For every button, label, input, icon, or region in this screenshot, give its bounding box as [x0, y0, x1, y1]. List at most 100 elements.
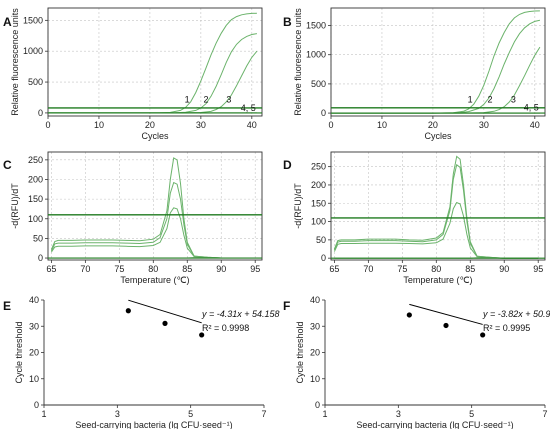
y-tick-label: 100: [28, 214, 43, 224]
y-tick-label: 0: [38, 108, 43, 118]
series-group: [48, 12, 262, 114]
x-tick-label: 40: [530, 120, 540, 130]
r-squared: R² = 0.9998: [202, 323, 249, 333]
panel-label-e: E: [3, 299, 11, 313]
panel-d: D 65 70 75 80 85 90 95 0 50 100 150 200 250 Temperatur…: [283, 151, 546, 285]
x-tick-label: 85: [465, 264, 475, 274]
curve-label: 4, 5: [524, 103, 539, 113]
x-axis-title: Cycles: [141, 131, 169, 141]
y-tick-label: 40: [29, 295, 39, 305]
x-tick-label: 1: [41, 409, 46, 419]
x-tick-label: 7: [261, 409, 266, 419]
y-tick-label: 50: [316, 235, 326, 245]
panel-label-a: A: [3, 15, 12, 29]
y-tick-label: 10: [310, 374, 320, 384]
series-group: [331, 10, 545, 114]
x-tick-label: 20: [428, 120, 438, 130]
x-tick-label: 5: [188, 409, 193, 419]
fit-line: [128, 299, 202, 324]
x-tick-label: 90: [216, 264, 226, 274]
panel-f: F 1 3 5 7 0 10 20 30 40 Seed-carrying bacteria (lg…: [283, 295, 550, 429]
y-tick-label: 30: [310, 321, 320, 331]
y-tick-label: 0: [34, 400, 39, 410]
series-line-3: [50, 207, 256, 259]
panel-c: C 65 70 75 80 85 90 95 0 50 100 150 200 250 Temperatur…: [3, 151, 263, 285]
data-point: [480, 332, 486, 338]
data-point: [125, 308, 131, 314]
x-tick-label: 20: [145, 120, 155, 130]
curve-label: 2: [203, 94, 208, 104]
y-tick-label: 0: [315, 400, 320, 410]
x-tick-label: 1: [322, 409, 327, 419]
series-line-3: [331, 46, 541, 114]
x-tick-label: 70: [80, 264, 90, 274]
panel-label-f: F: [283, 299, 290, 313]
y-axis-title: -d(RFU)/dT: [10, 183, 20, 229]
y-tick-label: 40: [310, 295, 320, 305]
x-tick-label: 70: [363, 264, 373, 274]
series-line-1: [331, 10, 540, 114]
series-line-3: [333, 201, 539, 259]
fit-equation: y = -4.31x + 54.158: [201, 309, 280, 319]
y-tick-label: 0: [38, 253, 43, 263]
x-tick-label: 65: [46, 264, 56, 274]
x-tick-label: 30: [196, 120, 206, 130]
data-point: [199, 332, 205, 338]
y-tick-label: 1500: [23, 15, 43, 25]
y-tick-label: 50: [33, 233, 43, 243]
y-axis-title: Cycle threshold: [14, 321, 24, 383]
y-tick-label: 0: [321, 108, 326, 118]
y-axis-title: Cycle threshold: [295, 321, 305, 383]
panel-label-c: C: [3, 158, 12, 172]
x-tick-label: 3: [115, 409, 120, 419]
x-tick-label: 40: [247, 120, 257, 130]
x-tick-label: 3: [396, 409, 401, 419]
x-tick-label: 65: [329, 264, 339, 274]
y-tick-label: 1000: [306, 50, 326, 60]
panel-label-d: D: [283, 158, 292, 172]
panel-e: E 1 3 5 7 0 10 20 30 40 Seed-carrying bacteria (lg…: [3, 295, 280, 429]
panel-b: B 0 10 20 30 40 0 500 1000 1500 Cycles Relative flu…: [283, 7, 546, 141]
curve-label: 1: [185, 94, 190, 104]
fit-equation: y = -3.82x + 50.93: [482, 309, 550, 319]
y-axis-title: -d(RFU)/dT: [293, 183, 303, 229]
y-tick-label: 150: [311, 198, 326, 208]
y-tick-label: 0: [321, 253, 326, 263]
x-tick-label: 80: [431, 264, 441, 274]
plot-frame: [330, 151, 546, 261]
series-line-2: [331, 19, 541, 114]
y-tick-label: 1500: [306, 21, 326, 31]
panel-a: A 0 10 20 30 40 0 500 1000 1500 Cycles Relative flu…: [3, 7, 263, 141]
data-point: [162, 320, 168, 326]
y-tick-label: 250: [311, 162, 326, 172]
x-tick-label: 5: [469, 409, 474, 419]
y-tick-label: 30: [29, 321, 39, 331]
series-group: [48, 157, 262, 259]
y-tick-label: 200: [311, 180, 326, 190]
curve-label: 3: [226, 94, 231, 104]
x-axis-title: Temperature (℃): [403, 275, 472, 285]
y-tick-label: 20: [29, 348, 39, 358]
y-tick-label: 20: [310, 348, 320, 358]
x-axis-title: Seed-carrying bacteria (lg CFU·seed⁻¹): [75, 420, 232, 429]
y-tick-label: 1000: [23, 46, 43, 56]
x-tick-label: 10: [377, 120, 387, 130]
fit-line: [409, 303, 483, 325]
x-tick-label: 90: [499, 264, 509, 274]
x-axis-title: Seed-carrying bacteria (lg CFU·seed⁻¹): [356, 420, 513, 429]
x-tick-label: 10: [94, 120, 104, 130]
curve-label: 3: [511, 95, 516, 105]
x-tick-label: 75: [397, 264, 407, 274]
x-tick-label: 75: [114, 264, 124, 274]
curve-label: 2: [487, 95, 492, 105]
series-group: [331, 155, 545, 259]
x-tick-label: 0: [328, 120, 333, 130]
data-point: [406, 312, 412, 318]
x-tick-label: 80: [148, 264, 158, 274]
x-tick-label: 95: [533, 264, 543, 274]
curve-label: 1: [468, 95, 473, 105]
y-tick-label: 500: [311, 79, 326, 89]
y-tick-label: 150: [28, 194, 43, 204]
y-axis-title: Relative fluorescence units: [293, 8, 303, 116]
x-tick-label: 85: [182, 264, 192, 274]
